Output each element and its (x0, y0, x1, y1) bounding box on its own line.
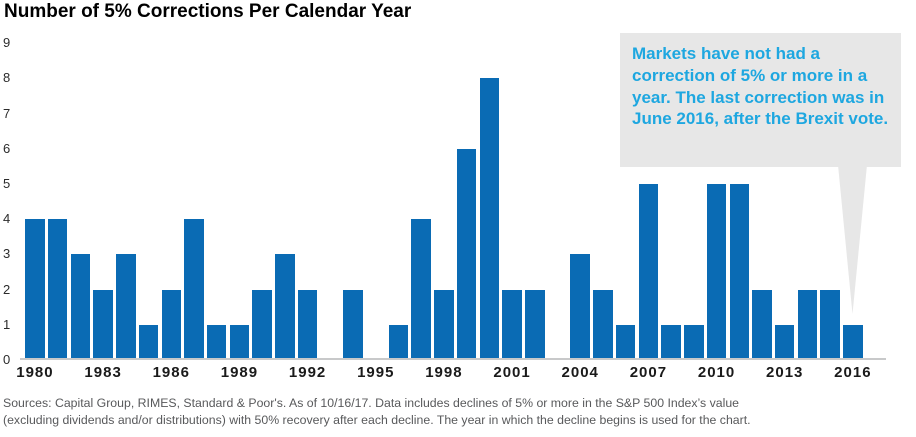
y-tick-3: 3 (3, 246, 11, 262)
annotation-callout: Markets have not had a correction of 5% … (620, 33, 901, 167)
y-tick-4: 4 (3, 211, 11, 227)
bar-1981 (47, 219, 68, 360)
bar-2014 (797, 289, 818, 360)
y-tick-7: 7 (3, 105, 11, 121)
bar-2013 (774, 324, 795, 360)
bar-2012 (752, 289, 772, 360)
bar-1992 (297, 289, 318, 360)
x-tick-2013: 2013 (766, 364, 804, 381)
x-tick-1983: 1983 (84, 364, 122, 381)
bar-1988 (206, 324, 227, 360)
bar-2015 (820, 289, 840, 360)
chart-title: Number of 5% Corrections Per Calendar Ye… (4, 1, 412, 22)
bar-1999 (456, 148, 477, 360)
x-tick-1998: 1998 (425, 364, 463, 381)
y-tick-1: 1 (3, 316, 11, 332)
bar-2016 (843, 324, 863, 360)
bar-1980 (25, 219, 45, 360)
bar-2002 (525, 289, 545, 360)
x-tick-2001: 2001 (493, 364, 531, 381)
x-tick-1986: 1986 (152, 364, 190, 381)
bar-1982 (70, 254, 91, 360)
y-tick-9: 9 (3, 35, 11, 51)
annotation-callout-pointer (838, 165, 867, 314)
bar-1998 (434, 289, 454, 360)
bar-2000 (479, 78, 500, 360)
y-tick-5: 5 (3, 176, 11, 191)
bar-1989 (229, 324, 250, 360)
x-tick-1980: 1980 (16, 364, 54, 381)
x-tick-2016: 2016 (834, 364, 872, 381)
bar-1987 (184, 219, 204, 360)
source-footnote: Sources: Capital Group, RIMES, Standard … (3, 396, 751, 427)
bar-1997 (411, 219, 431, 360)
x-tick-2010: 2010 (697, 364, 736, 381)
annotation-callout-text: Markets have not had a correction of 5% … (632, 44, 889, 129)
bar-1994 (343, 289, 363, 360)
y-tick-0: 0 (3, 352, 11, 367)
bar-2008 (661, 324, 681, 360)
bar-2009 (684, 324, 704, 360)
bar-2007 (638, 184, 659, 360)
bar-1990 (252, 289, 272, 360)
x-tick-1989: 1989 (220, 364, 259, 381)
bar-2004 (570, 254, 590, 360)
bar-1984 (116, 254, 136, 360)
x-tick-1995: 1995 (357, 364, 395, 381)
bar-2011 (729, 184, 750, 360)
bar-1983 (93, 289, 113, 360)
y-tick-2: 2 (3, 281, 11, 297)
y-tick-6: 6 (3, 140, 11, 156)
bar-2006 (615, 324, 636, 360)
bar-1996 (388, 324, 409, 360)
bar-2010 (706, 184, 727, 360)
bar-1986 (161, 289, 182, 360)
bar-1985 (138, 324, 159, 360)
bar-2001 (502, 289, 522, 360)
x-tick-1992: 1992 (288, 364, 327, 381)
bar-2005 (593, 289, 613, 360)
x-tick-2004: 2004 (561, 364, 599, 381)
x-tick-2007: 2007 (629, 364, 668, 381)
x-axis-line (20, 358, 886, 360)
bar-1991 (275, 254, 295, 360)
y-tick-8: 8 (3, 70, 11, 86)
